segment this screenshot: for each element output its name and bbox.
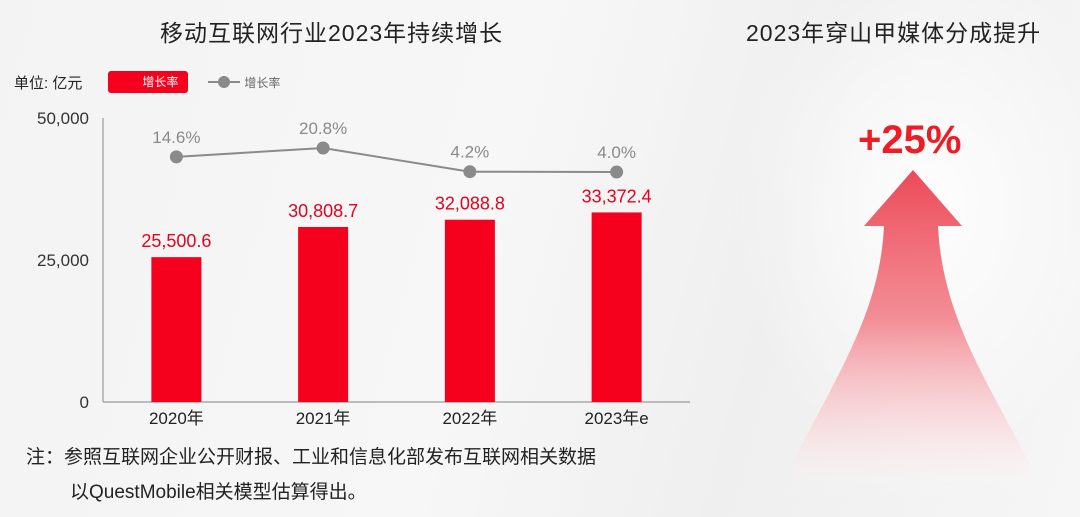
line-point [463, 165, 477, 179]
growth-line [176, 146, 617, 173]
x-tick-label: 2022年 [442, 409, 497, 428]
line-value-label: 4.0% [597, 143, 636, 162]
line-series: 14.6% 20.8% 4.2% 4.0% [152, 119, 636, 179]
growth-value: +25% [858, 118, 962, 162]
bar [298, 227, 349, 402]
x-axis: 2020年 2021年 2022年 2023年e [103, 401, 690, 428]
legend-line-label: 增长率 [244, 75, 281, 90]
footnote: 注：参照互联网企业公开财报、工业和信息化部发布互联网相关数据 以QuestMob… [26, 440, 596, 510]
line-point [316, 141, 330, 155]
footnote-line-1: 注：参照互联网企业公开财报、工业和信息化部发布互联网相关数据 [26, 447, 597, 468]
bar [444, 219, 495, 402]
bar-value-label: 33,372.4 [582, 186, 652, 206]
y-tick-label: 25,000 [37, 251, 89, 270]
chart-title: 移动互联网行业2023年持续增长 [160, 20, 504, 46]
line-point [610, 165, 624, 179]
legend-line-swatch [208, 71, 241, 93]
unit-label: 单位: 亿元 [14, 74, 83, 92]
legend: 单位: 亿元 增长率 增长率 [14, 70, 280, 94]
bar-line-chart: 0 25,000 50,000 2020年 2021年 2022年 2023年e 25,5… [37, 109, 690, 428]
bar [151, 257, 202, 402]
bar-value-label: 30,808.7 [288, 201, 358, 221]
bar [591, 212, 642, 402]
footnote-line-2: 以QuestMobile相关模型估算得出。 [70, 482, 367, 503]
x-tick-label: 2023年e [584, 409, 648, 428]
bar-series: 25,500.6 30,808.7 32,088.8 33,372.4 [141, 186, 652, 402]
y-tick-label: 0 [80, 393, 89, 412]
x-tick-label: 2020年 [149, 409, 204, 428]
line-value-label: 20.8% [299, 119, 347, 138]
legend-bar-swatch: 增长率 [108, 71, 189, 93]
highlight-title: 2023年穿山甲媒体分成提升 [746, 20, 1042, 46]
line-point [169, 150, 183, 164]
line-value-label: 4.2% [451, 143, 490, 162]
y-axis: 0 25,000 50,000 [37, 109, 104, 412]
bar-value-label: 32,088.8 [435, 194, 505, 214]
up-arrow-icon [790, 170, 1030, 500]
x-tick-label: 2021年 [296, 409, 351, 428]
bar-value-label: 25,500.6 [141, 231, 211, 251]
y-tick-label: 50,000 [37, 109, 89, 128]
line-value-label: 14.6% [152, 128, 200, 147]
